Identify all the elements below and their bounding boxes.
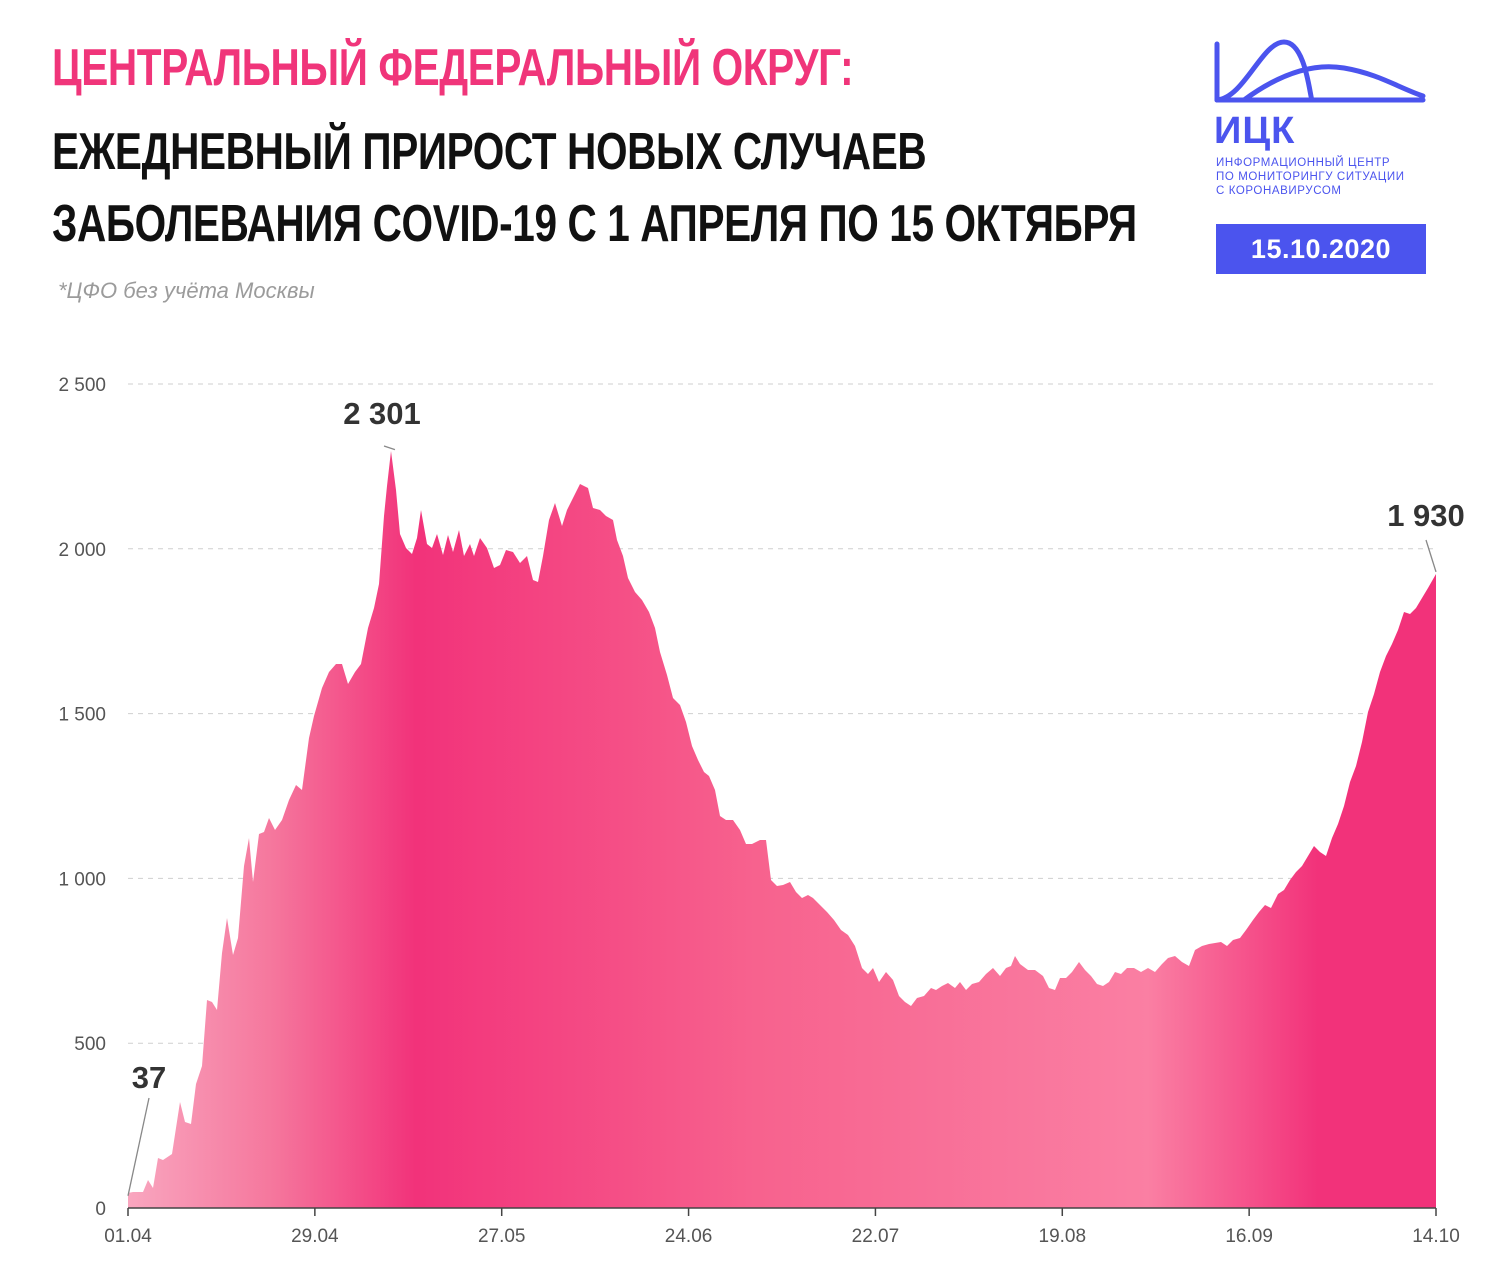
- logo-tagline-line: ПО МОНИТОРИНГУ СИТУАЦИИ: [1216, 171, 1405, 183]
- y-tick-label: 1 000: [58, 869, 106, 890]
- y-tick-label: 2 000: [58, 540, 106, 561]
- title-line-1: ЦЕНТРАЛЬНЫЙ ФЕДЕРАЛЬНЫЙ ОКРУГ:: [52, 39, 854, 97]
- data-label: 37: [132, 1060, 166, 1095]
- x-tick-label: 29.04: [291, 1226, 339, 1247]
- logo-tagline-line: С КОРОНАВИРУСОМ: [1216, 185, 1342, 197]
- annotation-leader: [127, 1097, 150, 1196]
- y-tick-label: 0: [95, 1199, 106, 1220]
- data-label: 1 930: [1387, 498, 1465, 533]
- logo-tagline-line: ИНФОРМАЦИОННЫЙ ЦЕНТР: [1216, 157, 1391, 169]
- organization-logo: ИЦК ИНФОРМАЦИОННЫЙ ЦЕНТР ПО МОНИТОРИНГУ …: [1214, 38, 1429, 278]
- x-tick-label: 19.08: [1039, 1226, 1087, 1247]
- x-tick-label: 22.07: [852, 1226, 900, 1247]
- x-tick-label: 24.06: [665, 1226, 713, 1247]
- x-tick-label: 01.04: [104, 1226, 152, 1247]
- logo-name: ИЦК: [1214, 110, 1296, 152]
- x-tick-label: 16.09: [1225, 1226, 1273, 1247]
- daily-cases-area: [128, 451, 1436, 1208]
- hill-wave-icon: [1214, 39, 1426, 103]
- x-tick-label: 27.05: [478, 1226, 526, 1247]
- x-tick-label: 14.10: [1412, 1226, 1460, 1247]
- data-label: 2 301: [343, 396, 421, 431]
- footnote: *ЦФО без учёта Москвы: [58, 278, 315, 303]
- date-badge: 15.10.2020: [1216, 224, 1426, 274]
- y-tick-label: 2 500: [58, 375, 106, 396]
- title-line-3: ЗАБОЛЕВАНИЯ COVID-19 С 1 АПРЕЛЯ ПО 15 ОК…: [52, 195, 1137, 253]
- title-line-2: ЕЖЕДНЕВНЫЙ ПРИРОСТ НОВЫХ СЛУЧАЕВ: [52, 123, 927, 181]
- y-tick-label: 1 500: [58, 705, 106, 726]
- annotation-leader: [383, 445, 396, 451]
- logo-tagline: ИНФОРМАЦИОННЫЙ ЦЕНТР ПО МОНИТОРИНГУ СИТУ…: [1216, 156, 1431, 198]
- annotation-leader: [1425, 539, 1437, 573]
- y-tick-label: 500: [74, 1034, 106, 1055]
